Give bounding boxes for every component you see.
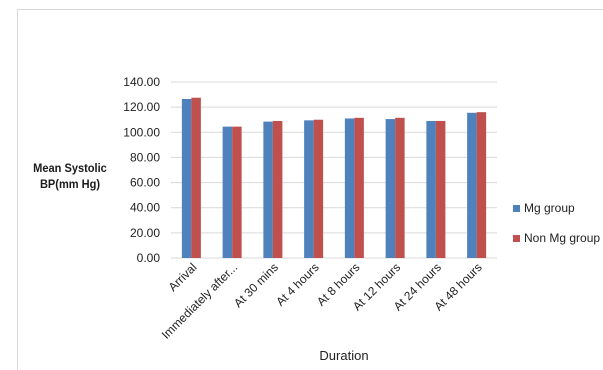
y-tick-label: 20.00 — [130, 226, 160, 240]
bar-non-mg — [232, 126, 242, 258]
legend-swatch — [513, 234, 520, 242]
x-tick-label: At 30 mins — [231, 260, 281, 310]
bar-non-mg — [272, 120, 283, 258]
bar-non-mg — [313, 119, 324, 258]
y-tick-label: 140.00 — [123, 75, 160, 89]
bar-non-mg — [191, 97, 201, 258]
bar-mg — [385, 119, 396, 258]
legend-item: Mg group — [513, 200, 600, 216]
bar-mg — [181, 98, 192, 258]
bar-mg — [426, 120, 436, 258]
y-tick-label: 0.00 — [137, 251, 161, 265]
bar-mg — [222, 126, 233, 258]
bar-mg — [344, 118, 355, 258]
y-tick-label: 80.00 — [130, 150, 160, 164]
x-tick-label: Arrival — [166, 260, 200, 294]
legend-swatch — [513, 204, 520, 212]
y-tick-label: 100.00 — [123, 125, 160, 139]
bar-non-mg — [354, 117, 364, 258]
y-axis-label: Mean Systolic BP(mm Hg) — [33, 161, 107, 191]
bar-non-mg — [395, 117, 405, 258]
legend-item: Non Mg group — [513, 230, 600, 246]
y-tick-label: 120.00 — [123, 100, 160, 114]
chart-area — [17, 9, 603, 370]
y-tick-label: 60.00 — [130, 176, 160, 190]
y-tick-label: 40.00 — [130, 201, 160, 215]
legend: Mg group Non Mg group — [513, 200, 600, 260]
legend-label: Mg group — [524, 201, 575, 215]
bar-non-mg — [476, 112, 487, 259]
x-axis-label: Duration — [319, 348, 368, 363]
legend-label: Non Mg group — [524, 231, 601, 245]
bar-mg — [263, 121, 273, 258]
bar-mg — [304, 120, 314, 258]
x-tick-label: At 4 hours — [273, 260, 322, 309]
x-tick-label: Immediately after... — [159, 260, 241, 342]
bar-mg — [467, 112, 477, 258]
bar-non-mg — [435, 120, 446, 258]
